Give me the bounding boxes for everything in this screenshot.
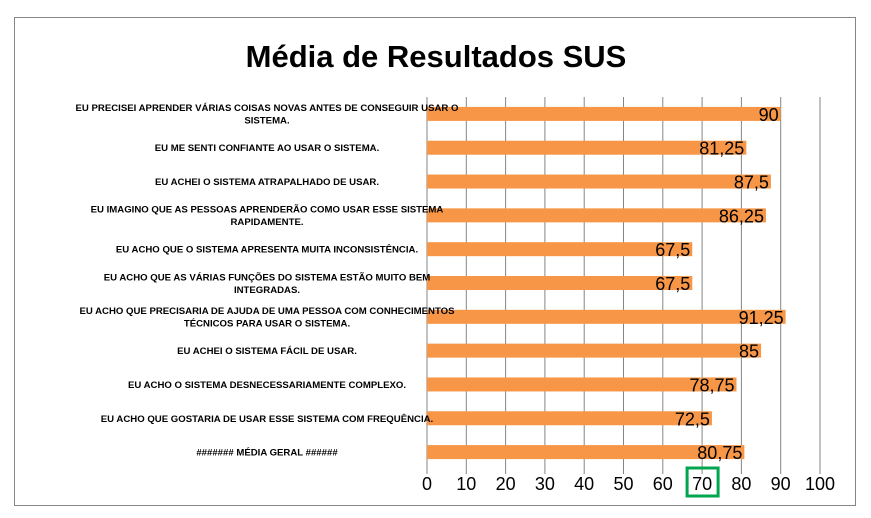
category-label: EU ACHO QUE AS VÁRIAS FUNÇÕES DO SISTEMA… — [104, 271, 431, 283]
bar — [427, 140, 747, 155]
category-labels: EU PRECISEI APRENDER VÁRIAS COISAS NOVAS… — [76, 102, 459, 458]
category-label: EU ACHO QUE GOSTARIA DE USAR ESSE SISTEM… — [101, 413, 433, 425]
category-label: EU ACHO O SISTEMA DESNECESSARIAMENTE COM… — [128, 380, 406, 391]
data-label: 85 — [739, 342, 759, 362]
x-tick-label: 70 — [692, 474, 712, 494]
x-tick-label: 10 — [456, 474, 476, 494]
category-label: EU ACHO QUE O SISTEMA APRESENTA MUITA IN… — [116, 244, 418, 256]
data-label: 87,5 — [734, 173, 769, 193]
category-label: TÉCNICOS PARA USAR O SISTEMA. — [184, 318, 350, 330]
bar — [427, 208, 766, 223]
x-tick-label: 20 — [496, 474, 516, 494]
category-label: EU ACHEI O SISTEMA FÁCIL DE USAR. — [177, 345, 357, 357]
category-label: EU IMAGINO QUE AS PESSOAS APRENDERÃO COM… — [91, 205, 444, 216]
data-label: 67,5 — [655, 274, 690, 294]
data-label: 80,75 — [697, 443, 742, 463]
x-tick-label: 30 — [535, 474, 555, 494]
category-label: EU PRECISEI APRENDER VÁRIAS COISAS NOVAS… — [76, 102, 459, 114]
chart-title: Média de Resultados SUS — [246, 39, 627, 74]
x-tick-label: 100 — [805, 474, 835, 494]
data-label: 67,5 — [655, 240, 690, 260]
highlight-box — [685, 466, 720, 498]
category-label: EU ME SENTI CONFIANTE AO USAR O SISTEMA. — [155, 143, 380, 154]
x-tick-label: 80 — [731, 474, 751, 494]
category-label: EU ACHO QUE PRECISARIA DE AJUDA DE UMA P… — [79, 306, 455, 317]
chart-svg: Média de Resultados SUS EU PRECISEI APRE… — [76, 39, 835, 498]
bar — [427, 343, 762, 358]
data-label: 90 — [759, 105, 779, 125]
bars — [427, 106, 786, 460]
x-tick-label: 90 — [771, 474, 791, 494]
category-label: SISTEMA. — [244, 116, 289, 127]
x-axis-ticks: 0 10 20 30 40 50 60 70 80 90 100 — [422, 466, 835, 498]
x-tick-label: 60 — [653, 474, 673, 494]
bar — [427, 377, 737, 392]
data-label: 78,75 — [689, 375, 734, 395]
bar — [427, 445, 745, 460]
bar — [427, 242, 693, 257]
chart-frame: Média de Resultados SUS EU PRECISEI APRE… — [14, 17, 856, 506]
bar — [427, 309, 786, 324]
bar — [427, 276, 693, 290]
x-tick-label: 0 — [422, 474, 432, 494]
data-label: 91,25 — [739, 308, 784, 328]
bar — [427, 411, 712, 426]
category-label: RAPIDAMENTE. — [230, 217, 303, 228]
data-label: 86,25 — [719, 206, 764, 226]
category-label: INTEGRADAS. — [234, 285, 300, 296]
data-label: 81,25 — [699, 139, 744, 159]
category-label: EU ACHEI O SISTEMA ATRAPALHADO DE USAR. — [155, 177, 379, 188]
category-label: ####### MÉDIA GERAL ###### — [196, 447, 338, 459]
bar — [427, 106, 781, 121]
bar — [427, 174, 771, 189]
x-tick-label: 50 — [613, 474, 633, 494]
data-label: 72,5 — [675, 409, 710, 429]
x-tick-label: 40 — [574, 474, 594, 494]
